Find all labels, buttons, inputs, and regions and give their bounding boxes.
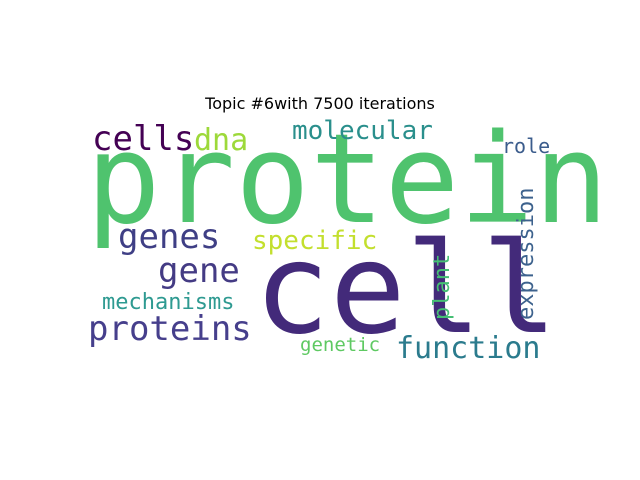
word-plant: plant	[430, 253, 455, 320]
chart-title: Topic #6with 7500 iterations	[205, 94, 435, 113]
word-specific: specific	[252, 226, 378, 256]
word-expression: expression	[514, 187, 539, 320]
word-cells: cells	[92, 119, 195, 159]
word-function: function	[396, 331, 541, 366]
word-mechanisms: mechanisms	[102, 290, 235, 315]
word-dna: dna	[194, 123, 249, 158]
word-role: role	[502, 134, 551, 158]
word-cloud: protein cell cells dna molecular role genes spe…	[80, 116, 609, 366]
word-genes: genes	[118, 217, 221, 257]
word-molecular: molecular	[292, 116, 433, 146]
word-protein: protein	[86, 108, 609, 252]
word-gene: gene	[158, 251, 240, 291]
word-cell: cell	[254, 215, 558, 362]
word-proteins: proteins	[88, 309, 252, 349]
word-genetic: genetic	[300, 334, 381, 356]
